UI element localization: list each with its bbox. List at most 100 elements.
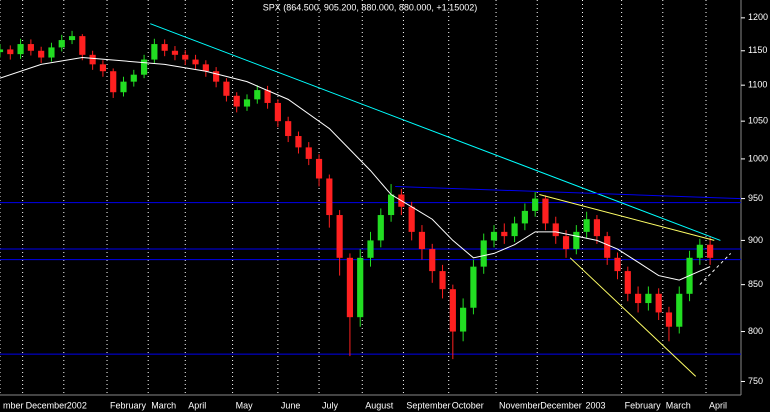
candle-body: [521, 210, 528, 224]
x-tick-label: December: [26, 400, 68, 410]
candle-body: [274, 102, 281, 122]
candle-body: [213, 71, 220, 82]
candle-body: [58, 40, 65, 48]
candle-body: [367, 240, 374, 258]
candle-body: [99, 64, 107, 72]
y-tick-label: 850: [748, 279, 763, 289]
candle-body: [48, 47, 55, 58]
candle-body: [336, 215, 343, 258]
candle-body: [655, 293, 662, 313]
candle-body: [593, 219, 601, 237]
candle-body: [501, 231, 508, 237]
candle-body: [573, 231, 580, 250]
x-tick-label: April: [709, 400, 727, 410]
candle-body: [79, 36, 86, 55]
candle-body: [140, 59, 148, 75]
candle-body: [357, 257, 364, 318]
candle-body: [17, 44, 24, 55]
candle-body: [68, 36, 76, 41]
x-tick-label: February: [625, 400, 662, 410]
candle-body: [583, 219, 590, 232]
x-tick-label: March: [151, 400, 176, 410]
candle-body: [634, 293, 642, 304]
candle-body: [604, 236, 611, 258]
candle-body: [480, 240, 487, 267]
candle-body: [532, 198, 539, 211]
y-tick-label: 900: [748, 235, 763, 245]
candle-body: [120, 81, 127, 93]
y-tick-label: 1100: [748, 80, 767, 90]
y-tick-label: 750: [748, 376, 763, 386]
candle-body: [624, 271, 631, 294]
overlay-line: [395, 185, 742, 200]
candle-body: [542, 198, 549, 224]
candle-body: [707, 244, 714, 258]
candle-body: [182, 54, 189, 60]
x-tick-label: May: [236, 400, 254, 410]
x-tick-label: June: [281, 400, 301, 410]
candle-body: [460, 307, 467, 332]
y-tick-label: 1200: [748, 12, 768, 22]
candle-body: [192, 59, 199, 65]
x-tick-label: December: [540, 400, 582, 410]
candle-body: [562, 236, 570, 250]
candle-body: [243, 99, 251, 107]
x-tick-label: September: [406, 400, 450, 410]
overlay-line: [0, 57, 711, 281]
candle-body: [377, 215, 384, 241]
candle-body: [305, 147, 312, 159]
overlay-line: [539, 194, 715, 241]
candle-body: [665, 312, 673, 327]
overlay-line: [569, 257, 697, 377]
x-tick-label: 2003: [586, 400, 606, 410]
y-tick-label: 1050: [748, 116, 768, 126]
candle-body: [490, 231, 498, 241]
x-tick-label: October: [452, 400, 484, 410]
x-tick-label: July: [322, 400, 339, 410]
candle-body: [89, 54, 96, 65]
candle-body: [0, 49, 4, 53]
candle-body: [387, 194, 395, 216]
candle-body: [326, 178, 333, 216]
candle-body: [511, 223, 518, 237]
candle-body: [38, 50, 45, 58]
candle-body: [161, 44, 168, 51]
candle-body: [130, 74, 137, 82]
y-tick-label: 1150: [748, 45, 767, 55]
candle-body: [696, 244, 703, 258]
candle-body: [614, 257, 621, 272]
candle-body: [418, 231, 426, 250]
x-tick-label: March: [666, 400, 691, 410]
candle-body: [449, 289, 456, 332]
candle-body: [315, 158, 323, 179]
x-tick-label: November: [499, 400, 541, 410]
candle-body: [171, 50, 179, 55]
candle-body: [233, 95, 240, 107]
candle-body: [346, 257, 354, 318]
candle-body: [552, 223, 559, 237]
x-tick-label: 2002: [67, 400, 87, 410]
candle-body: [295, 136, 302, 148]
x-tick-label: April: [188, 400, 206, 410]
candle-body: [429, 249, 436, 272]
chart-title: SPX (864.500, 905.200, 880.000, 880.000,…: [263, 2, 477, 12]
candle-body: [223, 81, 230, 96]
candle-body: [254, 90, 261, 100]
candle-body: [264, 90, 271, 103]
overlay-line: [699, 253, 732, 285]
x-tick-label: February: [110, 400, 147, 410]
candle-body: [470, 266, 477, 308]
y-tick-label: 800: [748, 326, 763, 336]
candle-body: [645, 293, 652, 304]
x-tick-label: mber: [3, 400, 24, 410]
candle-body: [676, 293, 683, 327]
overlay-line: [150, 23, 721, 241]
candle-body: [7, 49, 14, 55]
candle-body: [285, 121, 292, 137]
candle-body: [439, 271, 446, 290]
candle-body: [151, 44, 158, 60]
candle-body: [27, 44, 34, 51]
candle-body: [110, 71, 117, 93]
y-tick-label: 1000: [748, 153, 768, 163]
